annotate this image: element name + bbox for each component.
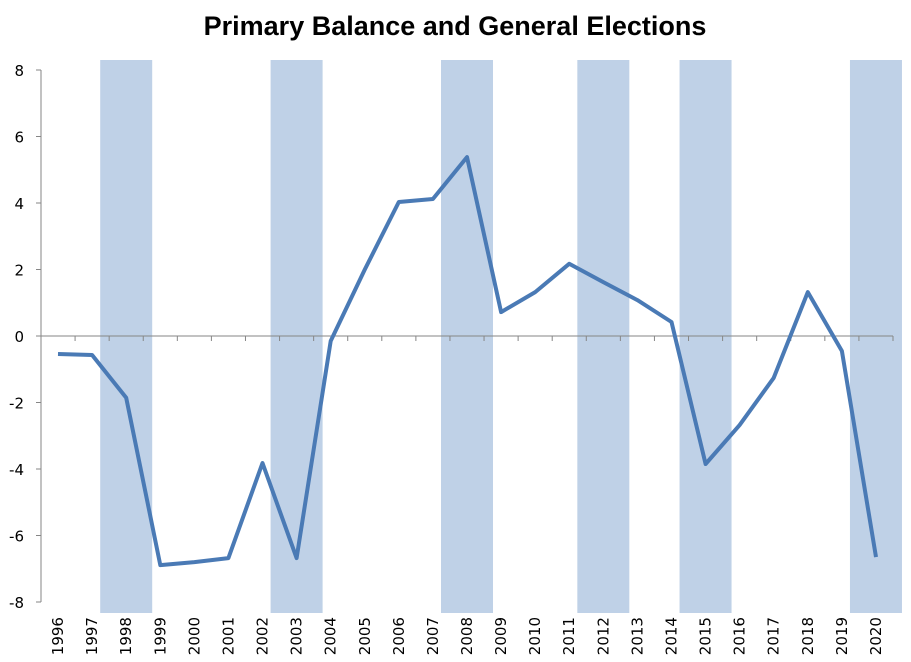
x-tick-label: 2015	[697, 617, 715, 655]
y-tick-labels: 8 6 4 2 0 -2 -4 -6 -8	[9, 62, 24, 612]
x-tick-label: 1998	[117, 617, 135, 655]
axes	[36, 69, 894, 603]
y-tick-label: 4	[14, 195, 24, 213]
x-tick-label: 2018	[799, 617, 817, 655]
x-tick-label: 2010	[526, 617, 544, 655]
chart-title: Primary Balance and General Elections	[204, 11, 707, 41]
x-tick-label: 1996	[49, 617, 67, 655]
y-tick-label: -6	[9, 528, 24, 546]
series	[57, 155, 878, 568]
x-tick-label: 2007	[424, 617, 442, 655]
x-tick-label: 1997	[83, 617, 101, 655]
y-tick-label: -8	[9, 594, 24, 612]
x-tick-label: 2019	[833, 617, 851, 655]
x-tick-label: 2014	[662, 617, 680, 655]
x-tick-label: 1999	[151, 617, 169, 655]
y-tick-label: 2	[14, 262, 24, 280]
x-tick-label: 2017	[765, 617, 783, 655]
x-tick-label: 2016	[731, 617, 749, 655]
x-tick-label: 2020	[867, 617, 885, 655]
x-tick-label: 2004	[322, 617, 340, 655]
x-tick-label: 2013	[628, 617, 646, 655]
x-tick-label: 2011	[560, 617, 578, 655]
x-tick-label: 2005	[356, 617, 374, 655]
x-tick-label: 2009	[492, 617, 510, 655]
y-tick-label: -2	[9, 395, 24, 413]
x-tick-label: 2002	[254, 617, 272, 655]
x-tick-label: 2001	[219, 617, 237, 655]
x-tick-label: 2006	[390, 617, 408, 655]
y-tick-label: -4	[9, 461, 24, 479]
y-tick-label: 8	[14, 62, 24, 80]
y-tick-label: 0	[14, 328, 24, 346]
y-tick-label: 6	[14, 129, 24, 147]
x-tick-label: 2000	[185, 617, 203, 655]
x-tick-labels: 1996 1997 1998 1999 2000 2001 2002 2003 2004 2005…	[49, 617, 885, 655]
x-tick-label: 2003	[288, 617, 306, 655]
x-tick-label: 2012	[594, 617, 612, 655]
x-tick-label: 2008	[458, 617, 476, 655]
